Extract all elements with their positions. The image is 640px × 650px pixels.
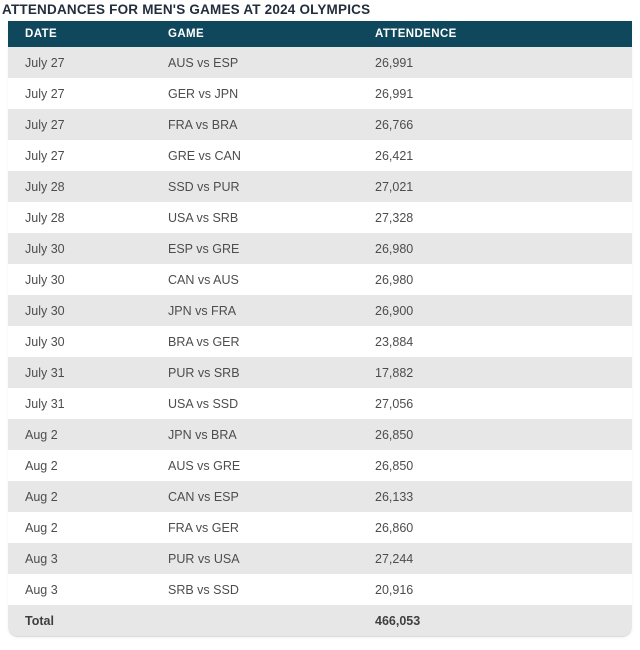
date-cell: July 27 bbox=[25, 55, 65, 70]
table-row: July 31 PUR vs SRB 17,882 bbox=[8, 357, 632, 388]
table-row: Aug 2 AUS vs GRE 26,850 bbox=[8, 450, 632, 481]
attendance-cell: 26,991 bbox=[375, 55, 414, 70]
date-cell: Aug 3 bbox=[25, 582, 58, 597]
game-cell: FRA vs GER bbox=[168, 520, 239, 535]
game-cell: AUS vs ESP bbox=[168, 55, 239, 70]
column-header-date: DATE bbox=[25, 28, 58, 40]
column-header-game: GAME bbox=[168, 28, 205, 40]
date-cell: Aug 2 bbox=[25, 489, 58, 504]
date-cell: July 27 bbox=[25, 148, 65, 163]
column-header-attendance: ATTENDENCE bbox=[375, 28, 457, 40]
game-cell: SSD vs PUR bbox=[168, 179, 240, 194]
game-cell: PUR vs USA bbox=[168, 551, 240, 566]
attendance-cell: 17,882 bbox=[375, 365, 414, 380]
attendance-cell: 26,850 bbox=[375, 458, 414, 473]
attendance-table: DATE GAME ATTENDENCE July 27 AUS vs ESP … bbox=[8, 21, 632, 636]
date-cell: July 28 bbox=[25, 210, 65, 225]
game-cell: GER vs JPN bbox=[168, 86, 239, 101]
game-cell: USA vs SSD bbox=[168, 396, 239, 411]
table-row: July 30 CAN vs AUS 26,980 bbox=[8, 264, 632, 295]
date-cell: Aug 2 bbox=[25, 427, 58, 442]
attendance-cell: 26,766 bbox=[375, 117, 414, 132]
date-cell: July 31 bbox=[25, 396, 65, 411]
game-cell: GRE vs CAN bbox=[168, 148, 241, 163]
table-row: July 28 USA vs SRB 27,328 bbox=[8, 202, 632, 233]
attendance-cell: 27,328 bbox=[375, 210, 414, 225]
attendance-cell: 20,916 bbox=[375, 582, 414, 597]
table-row: July 30 ESP vs GRE 26,980 bbox=[8, 233, 632, 264]
table-header-row: DATE GAME ATTENDENCE bbox=[8, 21, 632, 47]
attendance-cell: 26,991 bbox=[375, 86, 414, 101]
game-cell: CAN vs ESP bbox=[168, 489, 239, 504]
game-cell: ESP vs GRE bbox=[168, 241, 240, 256]
date-cell: July 31 bbox=[25, 365, 65, 380]
date-cell: Aug 2 bbox=[25, 520, 58, 535]
table-row: July 27 FRA vs BRA 26,766 bbox=[8, 109, 632, 140]
table-row: July 27 GER vs JPN 26,991 bbox=[8, 78, 632, 109]
game-cell: JPN vs BRA bbox=[168, 427, 237, 442]
attendance-cell: 27,021 bbox=[375, 179, 414, 194]
table-footer: Total 466,053 bbox=[8, 605, 632, 636]
attendance-cell: 27,056 bbox=[375, 396, 414, 411]
game-cell: USA vs SRB bbox=[168, 210, 239, 225]
date-cell: July 27 bbox=[25, 86, 65, 101]
date-cell: July 30 bbox=[25, 334, 65, 349]
table-row: July 30 BRA vs GER 23,884 bbox=[8, 326, 632, 357]
date-cell: July 30 bbox=[25, 272, 65, 287]
game-cell: PUR vs SRB bbox=[168, 365, 240, 380]
game-cell: FRA vs BRA bbox=[168, 117, 238, 132]
table-row: Aug 2 JPN vs BRA 26,850 bbox=[8, 419, 632, 450]
table-row: Aug 3 SRB vs SSD 20,916 bbox=[8, 574, 632, 605]
game-cell: AUS vs GRE bbox=[168, 458, 241, 473]
attendance-cell: 27,244 bbox=[375, 551, 414, 566]
attendance-cell: 23,884 bbox=[375, 334, 414, 349]
total-label: Total bbox=[25, 613, 54, 628]
attendance-cell: 26,421 bbox=[375, 148, 414, 163]
attendance-cell: 26,850 bbox=[375, 427, 414, 442]
attendance-cell: 26,860 bbox=[375, 520, 414, 535]
total-value: 466,053 bbox=[375, 613, 421, 628]
total-row: Total 466,053 bbox=[8, 605, 632, 636]
table-body: July 27 AUS vs ESP 26,991 July 27 GER vs… bbox=[8, 47, 632, 605]
date-cell: Aug 2 bbox=[25, 458, 58, 473]
date-cell: July 30 bbox=[25, 303, 65, 318]
attendance-cell: 26,980 bbox=[375, 241, 414, 256]
table-row: July 31 USA vs SSD 27,056 bbox=[8, 388, 632, 419]
date-cell: July 30 bbox=[25, 241, 65, 256]
attendance-cell: 26,900 bbox=[375, 303, 414, 318]
table-row: Aug 3 PUR vs USA 27,244 bbox=[8, 543, 632, 574]
page-title: ATTENDANCES FOR MEN'S GAMES AT 2024 OLYM… bbox=[2, 2, 371, 17]
table-row: Aug 2 CAN vs ESP 26,133 bbox=[8, 481, 632, 512]
game-cell: JPN vs FRA bbox=[168, 303, 237, 318]
attendance-cell: 26,980 bbox=[375, 272, 414, 287]
table-row: July 28 SSD vs PUR 27,021 bbox=[8, 171, 632, 202]
table-row: July 30 JPN vs FRA 26,900 bbox=[8, 295, 632, 326]
date-cell: Aug 3 bbox=[25, 551, 58, 566]
game-cell: CAN vs AUS bbox=[168, 272, 239, 287]
game-cell: SRB vs SSD bbox=[168, 582, 239, 597]
table-row: Aug 2 FRA vs GER 26,860 bbox=[8, 512, 632, 543]
table-row: July 27 AUS vs ESP 26,991 bbox=[8, 47, 632, 78]
date-cell: July 27 bbox=[25, 117, 65, 132]
date-cell: July 28 bbox=[25, 179, 65, 194]
attendance-cell: 26,133 bbox=[375, 489, 414, 504]
table-row: July 27 GRE vs CAN 26,421 bbox=[8, 140, 632, 171]
game-cell: BRA vs GER bbox=[168, 334, 240, 349]
